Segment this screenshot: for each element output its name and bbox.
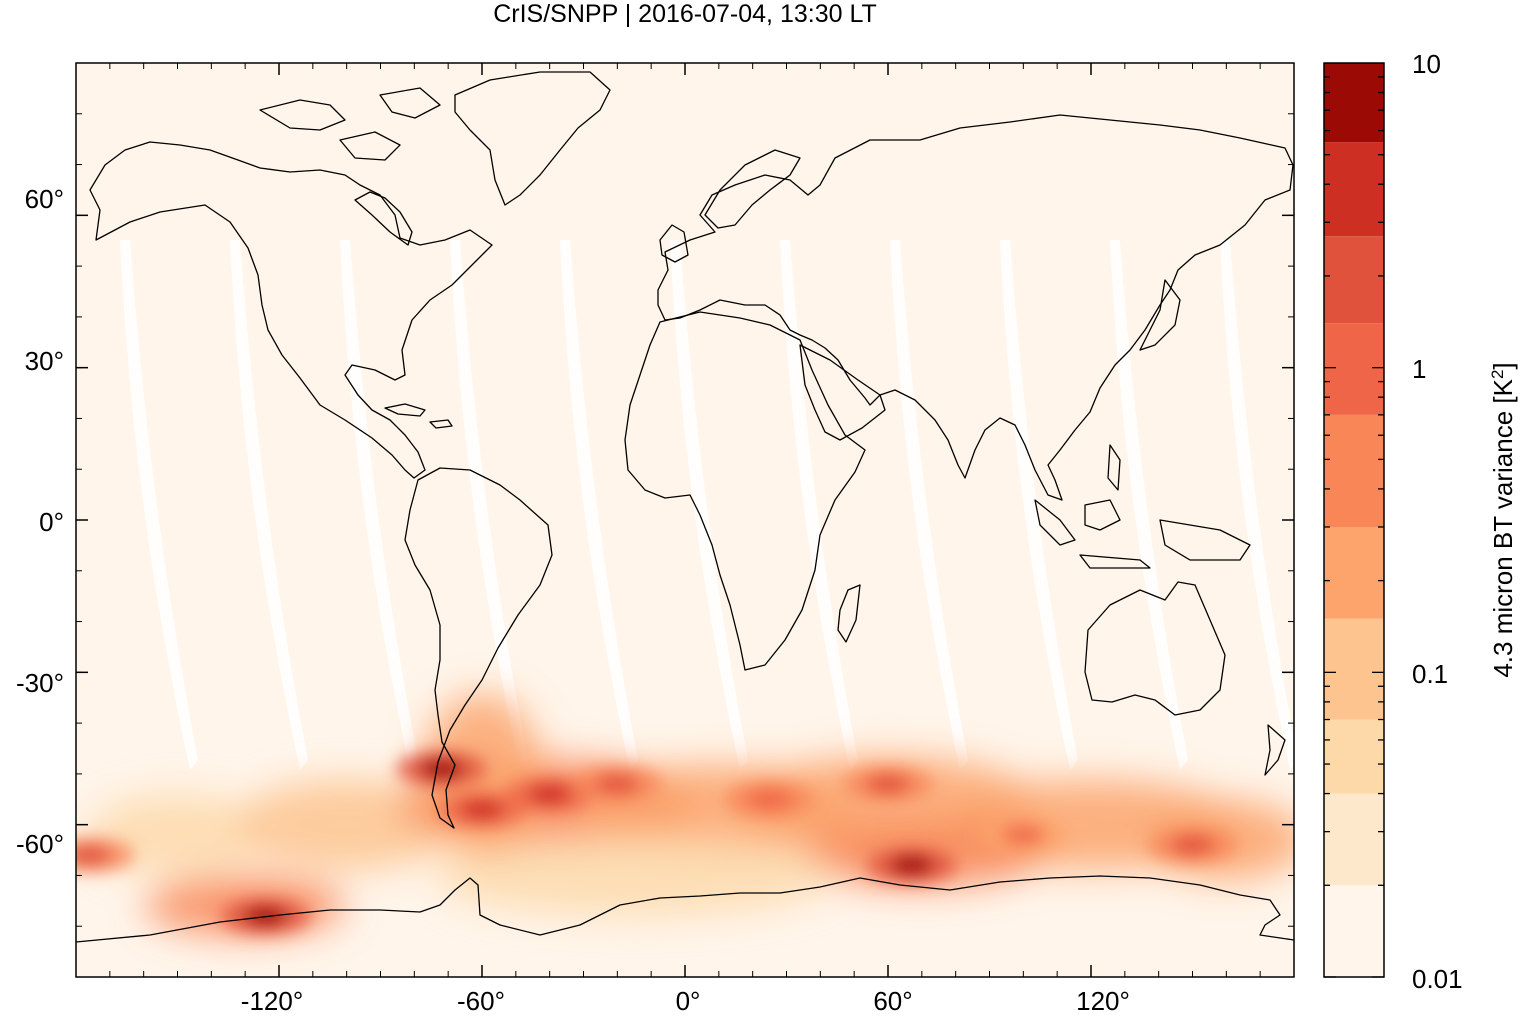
swath-gap <box>450 240 528 770</box>
colorbar-tick-label: 0.1 <box>1412 659 1448 689</box>
hotspot-core <box>460 799 504 820</box>
hotspot-core <box>866 774 910 795</box>
hotspot-core <box>595 774 640 795</box>
colorbar-band <box>1324 323 1384 415</box>
colorbar-bands <box>1324 63 1384 977</box>
x-tick-label: -120° <box>241 986 303 1016</box>
y-tick-label: 0° <box>39 507 64 537</box>
swath-gap <box>1110 240 1188 770</box>
hotspot-core <box>747 789 792 810</box>
coast-scandinavia <box>704 149 801 229</box>
coast-south-america <box>404 467 553 829</box>
coast-hudson-bay <box>354 191 413 246</box>
coast-north-america <box>89 141 493 479</box>
x-tick-label: 0° <box>676 986 701 1016</box>
y-tick-label: 30° <box>25 346 64 376</box>
colorbar-frame <box>1323 62 1385 978</box>
colorbar-band <box>1324 719 1384 794</box>
colorbar-band <box>1324 142 1384 237</box>
hotspot-core <box>527 784 572 805</box>
swath-gap <box>340 240 418 770</box>
hotspot-core <box>419 758 464 779</box>
coast-caribbean <box>384 403 453 429</box>
colorbar-tick-label: 0.01 <box>1412 964 1463 994</box>
colorbar-band <box>1324 526 1384 619</box>
map-plot-area <box>75 62 1295 978</box>
coast-british-isles <box>659 224 689 263</box>
coast-antarctica <box>76 875 1294 943</box>
coast-madagascar <box>837 584 861 643</box>
coast-arctic-islands <box>259 87 441 161</box>
swath-gap <box>1220 240 1294 770</box>
swath-gap <box>780 240 858 770</box>
colorbar-ticks <box>1324 76 1384 978</box>
coastlines <box>76 71 1294 943</box>
hotspot-core <box>1170 834 1215 855</box>
coast-japan <box>1139 279 1181 351</box>
y-tick-label: 60° <box>25 184 64 214</box>
swath-gap <box>1000 240 1078 770</box>
swath-gaps <box>120 240 1294 770</box>
colorbar-label-superscript: 2 <box>1488 370 1507 379</box>
swath-gap <box>560 240 638 770</box>
colorbar-band <box>1324 63 1384 143</box>
variance-patch <box>434 835 835 916</box>
hotspot-core <box>889 855 934 876</box>
coast-new-zealand <box>1264 724 1286 776</box>
colorbar-label-text: 4.3 micron BT variance [K <box>1488 378 1518 677</box>
coast-indonesia <box>1034 444 1251 569</box>
swath-gap <box>890 240 968 770</box>
y-tick-label: -60° <box>16 829 64 859</box>
x-tick-label: -60° <box>457 986 505 1016</box>
coast-eurasia <box>657 114 1294 501</box>
colorbar-band <box>1324 793 1384 886</box>
swath-gap <box>230 240 308 770</box>
colorbar-band <box>1324 236 1384 324</box>
map-ticks <box>76 63 1294 977</box>
colorbar-band <box>1324 618 1384 720</box>
colorbar-tick-label: 1 <box>1412 354 1426 384</box>
x-tick-label: 120° <box>1076 986 1130 1016</box>
colorbar: 10 1 0.1 0.01 4.3 micron BT variance [K2… <box>1323 49 1519 994</box>
hotspot-core <box>76 845 112 866</box>
variance-hotspots <box>76 750 1238 935</box>
coast-greenland <box>454 71 611 206</box>
colorbar-band <box>1324 885 1384 977</box>
y-tick-label: -30° <box>16 668 64 698</box>
swath-gap <box>120 240 198 770</box>
y-axis: 60° 30° 0° -30° -60° <box>16 184 64 859</box>
chart-title: CrIS/SNPP | 2016-07-04, 13:30 LT <box>493 0 877 28</box>
colorbar-tick-label: 10 <box>1412 49 1441 79</box>
coast-africa <box>624 311 866 671</box>
x-axis: -120° -60° 0° 60° 120° <box>241 986 1130 1016</box>
hotspot-core <box>1001 824 1046 845</box>
colorbar-band <box>1324 414 1384 527</box>
swath-gap <box>670 240 748 770</box>
colorbar-label: 4.3 micron BT variance [K2] <box>1488 362 1519 677</box>
x-tick-label: 60° <box>873 986 912 1016</box>
coast-arabia <box>799 344 886 441</box>
colorbar-label-end: ] <box>1488 362 1518 369</box>
coast-australia <box>1084 581 1226 716</box>
